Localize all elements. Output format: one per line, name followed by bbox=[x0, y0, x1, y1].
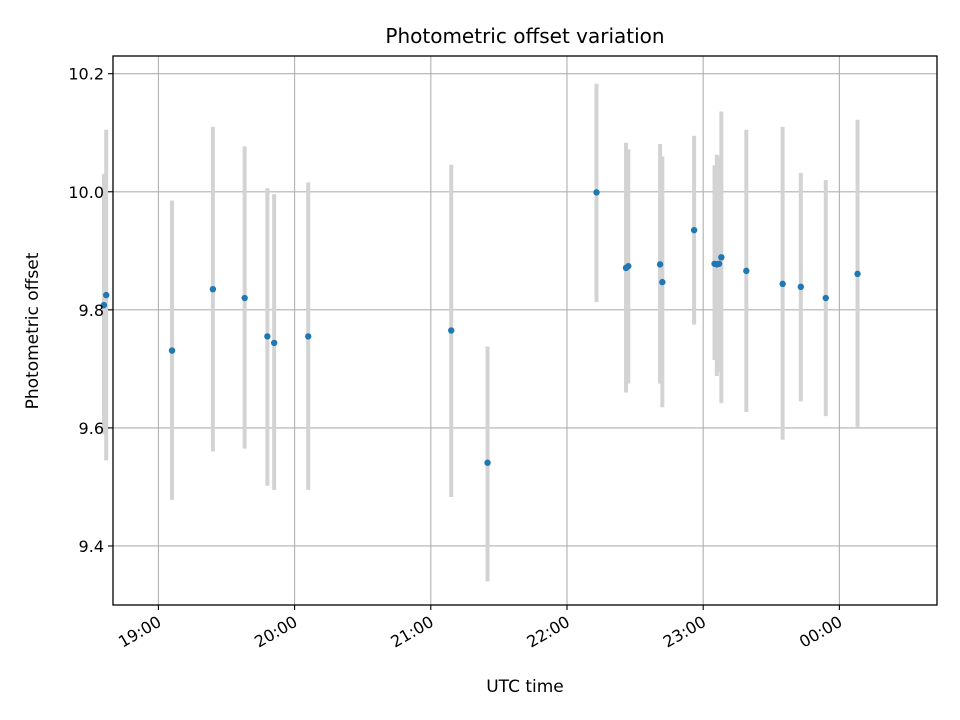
y-tick-label: 9.4 bbox=[79, 537, 104, 556]
data-point bbox=[593, 189, 600, 196]
data-point bbox=[168, 347, 176, 354]
data-point bbox=[690, 226, 698, 234]
data-point bbox=[822, 294, 829, 302]
data-point bbox=[659, 278, 666, 286]
data-point bbox=[718, 254, 725, 261]
y-tick-label: 9.8 bbox=[79, 301, 104, 320]
y-axis-title: Photometric offset bbox=[23, 252, 43, 409]
y-axis-ticks: 9.4 9.6 9.8 10.0 10.2 bbox=[68, 65, 113, 556]
data-point bbox=[484, 459, 491, 466]
data-points bbox=[100, 189, 861, 466]
data-point bbox=[715, 260, 723, 267]
x-axis-title: UTC time bbox=[486, 677, 564, 697]
data-point bbox=[448, 327, 455, 334]
y-tick-label: 10.2 bbox=[68, 65, 104, 84]
data-point bbox=[270, 339, 278, 347]
data-point bbox=[100, 301, 108, 309]
plot-frame bbox=[112, 55, 938, 606]
data-point bbox=[305, 333, 312, 340]
data-point bbox=[743, 267, 750, 275]
data-point bbox=[102, 291, 110, 299]
chart-title: Photometric offset variation bbox=[385, 24, 664, 48]
data-point bbox=[625, 262, 632, 270]
data-point bbox=[241, 294, 248, 302]
data-point bbox=[264, 333, 271, 340]
data-point bbox=[656, 261, 664, 268]
data-point bbox=[779, 280, 786, 288]
y-tick-label: 9.6 bbox=[79, 419, 104, 438]
data-point bbox=[209, 285, 217, 293]
y-tick-label: 10.0 bbox=[68, 183, 104, 202]
data-point bbox=[854, 270, 861, 278]
data-point bbox=[797, 283, 805, 291]
